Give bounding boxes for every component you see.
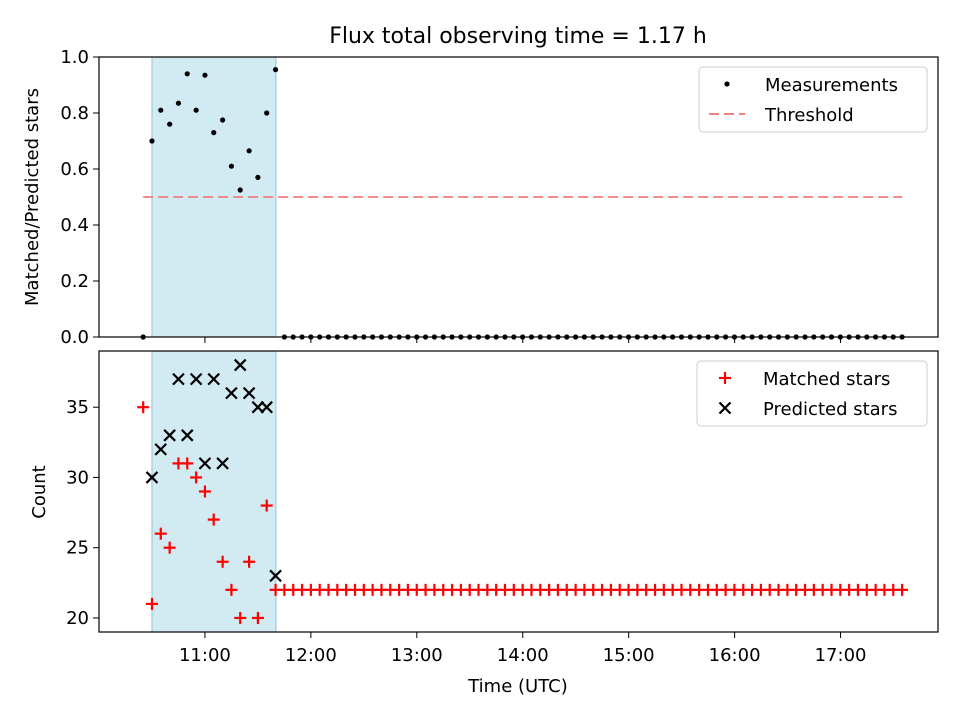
top-plot-panel: 0.0 0.2 0.4 0.6 0.8 1.0 Measurements Threshold <box>60 47 939 348</box>
matched-stars-point <box>216 555 229 568</box>
predicted-stars-point-b <box>189 372 203 386</box>
legend-label: Predicted stars <box>763 399 897 420</box>
x-axis-label: Time (UTC) <box>467 676 568 697</box>
axes-frame <box>98 56 939 338</box>
y-tick-label: 20 <box>66 608 89 629</box>
measurements-point <box>193 107 199 113</box>
legend-label: Measurements <box>765 75 898 96</box>
predicted-stars-point-b <box>180 429 194 442</box>
top-y-axis-label: Matched/Predicted stars <box>22 88 43 306</box>
y-tick-label: 0.0 <box>60 327 89 348</box>
measurements-point <box>211 130 217 136</box>
x-tick-label: 15:00 <box>603 645 655 666</box>
legend-predicted-stars-swatch <box>718 401 732 415</box>
legend-label: Threshold <box>764 105 854 126</box>
bottom-plot-panel: 20 25 30 35 11:00 12:00 13:00 14:00 15:00 16:00 17… <box>66 350 939 666</box>
measurements-point <box>167 121 173 127</box>
predicted-stars-point <box>207 372 221 386</box>
axes-frame <box>98 350 939 633</box>
predicted-stars-point-b <box>145 471 159 484</box>
matched-stars-point <box>154 527 167 540</box>
measurements-point <box>255 174 261 180</box>
y-tick-label: 0.6 <box>60 159 89 180</box>
predicted-stars-point <box>154 443 168 456</box>
predicted-stars-point <box>172 372 185 386</box>
legend-label: Matched stars <box>763 369 890 390</box>
x-tick-label: 14:00 <box>497 645 549 666</box>
predicted-stars-point <box>189 372 203 386</box>
predicted-stars-point <box>163 429 176 442</box>
y-tick-label: 0.2 <box>60 271 89 292</box>
predicted-stars-point <box>198 457 212 470</box>
predicted-stars-point-b <box>225 386 238 400</box>
predicted-stars-point <box>225 386 238 400</box>
predicted-stars-point <box>145 471 159 484</box>
y-tick-label: 1.0 <box>60 47 89 68</box>
predicted-stars-point-b <box>172 372 185 386</box>
chart-title: Flux total observing time = 1.17 h <box>329 24 707 49</box>
matched-stars-point <box>251 611 264 624</box>
matched-stars-point <box>145 597 158 610</box>
matched-stars-point <box>225 583 238 596</box>
predicted-stars-point-b <box>216 457 229 470</box>
measurements-point <box>202 72 208 78</box>
legend-measurements-swatch <box>724 81 730 87</box>
predicted-stars-point-b <box>233 358 247 372</box>
predicted-stars-point <box>269 569 282 583</box>
predicted-stars-point <box>233 358 247 372</box>
x-tick-label: 12:00 <box>285 645 337 666</box>
predicted-stars-point-b <box>260 400 273 414</box>
predicted-stars-point-b <box>163 429 176 442</box>
predicted-stars-point <box>260 400 273 414</box>
measurements-point <box>272 67 279 73</box>
legend-matched-stars-swatch <box>719 372 731 384</box>
predicted-stars-point-b <box>154 443 168 456</box>
measurements-point <box>184 71 190 77</box>
measurements-point <box>246 148 252 154</box>
y-tick-label: 0.4 <box>60 215 89 236</box>
predicted-stars-point <box>242 386 256 400</box>
predicted-stars-point-b <box>269 569 282 583</box>
predicted-stars-point <box>180 429 194 442</box>
y-tick-label: 25 <box>66 538 89 559</box>
x-tick-label: 11:00 <box>179 645 231 666</box>
predicted-stars-point <box>216 457 229 470</box>
y-tick-label: 35 <box>66 397 89 418</box>
legend-box <box>698 66 928 133</box>
x-tick-label: 16:00 <box>709 645 761 666</box>
y-tick-label: 0.8 <box>60 103 89 124</box>
x-tick-label: 17:00 <box>815 645 867 666</box>
matched-stars-point <box>181 457 194 470</box>
predicted-stars-point-b <box>242 386 256 400</box>
y-tick-label: 30 <box>66 467 89 488</box>
x-tick-label: 13:00 <box>391 645 443 666</box>
measurements-point <box>264 110 270 116</box>
predicted-stars-point-b <box>207 372 221 386</box>
measurements-point <box>175 100 182 106</box>
measurements-point <box>237 187 243 193</box>
matched-stars-point <box>190 471 203 484</box>
predicted-stars-point-b <box>198 457 212 470</box>
observing-interval-shade <box>151 350 277 633</box>
matched-stars-point <box>163 541 176 554</box>
bottom-y-axis-label: Count <box>29 465 50 518</box>
legend-box <box>696 360 928 427</box>
measurements-point <box>158 107 164 113</box>
measurements-point <box>220 117 226 123</box>
matched-stars-point <box>137 401 150 414</box>
matched-stars-point <box>198 485 211 498</box>
measurements-point <box>228 163 235 169</box>
matched-stars-point <box>207 513 220 526</box>
matched-stars-point <box>896 583 909 596</box>
matched-stars-point <box>243 555 256 568</box>
measurements-point <box>149 138 155 144</box>
matched-stars-point <box>260 499 273 512</box>
matched-stars-point <box>234 611 247 624</box>
legend-predicted-stars-swatch-b <box>718 401 732 415</box>
